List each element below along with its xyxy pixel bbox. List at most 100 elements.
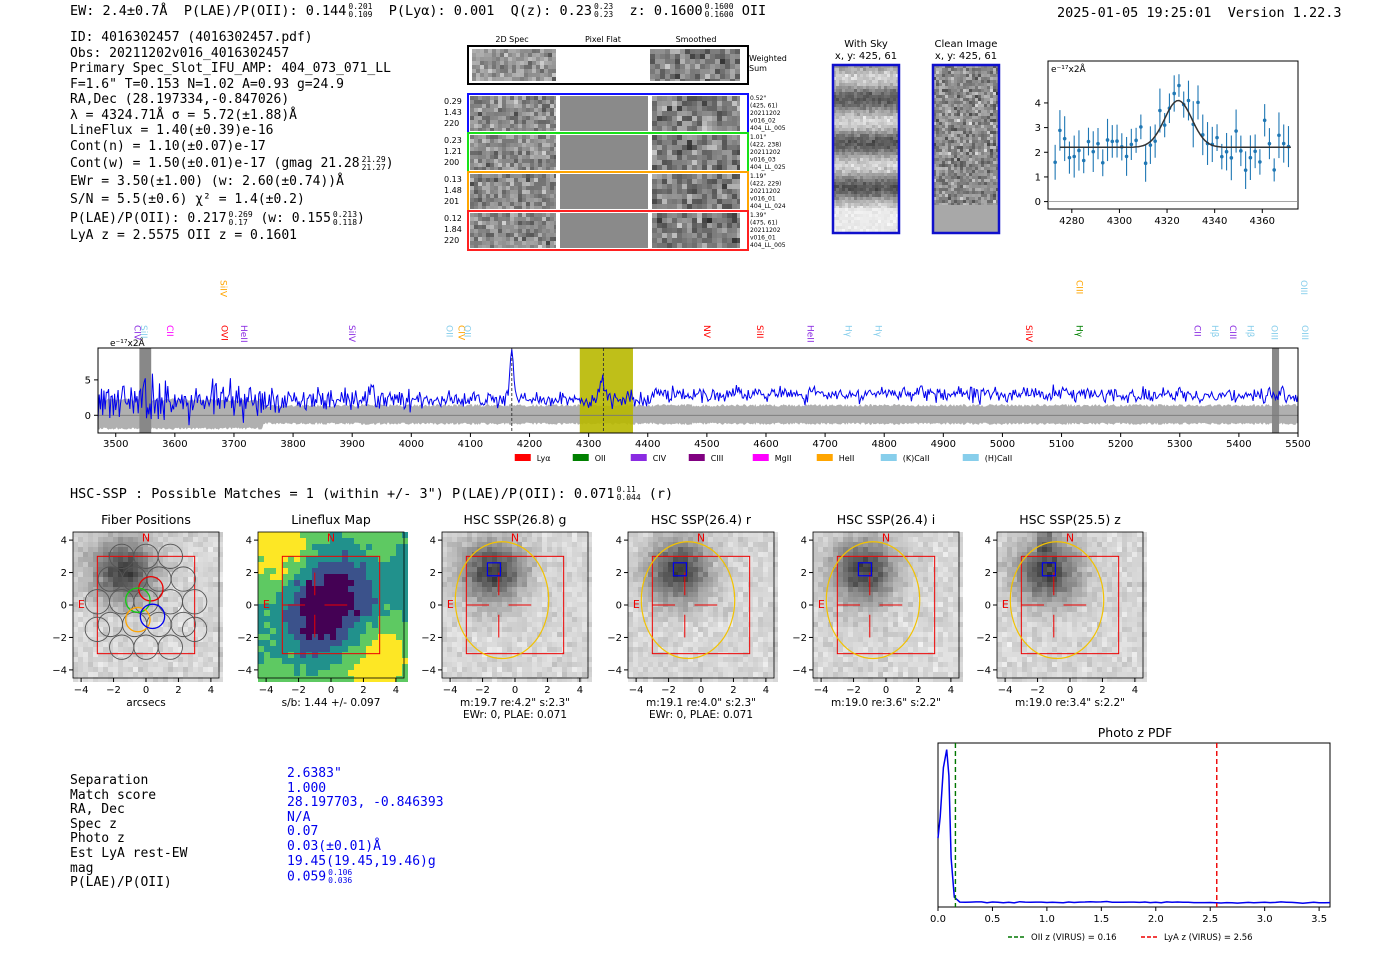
fiber-smooth-pixel <box>702 155 707 160</box>
fiber-2d-pixel <box>522 198 526 202</box>
fiber-smooth-pixel <box>702 189 707 194</box>
fiber-2d-pixel <box>486 202 490 206</box>
clean-pixel <box>942 98 945 101</box>
sky-pixel <box>872 128 875 131</box>
fiber-smooth-pixel <box>697 199 702 204</box>
clean-pixel <box>981 170 984 173</box>
hsc-pixel <box>218 562 223 567</box>
hsc-pixel <box>183 587 188 592</box>
hsc-pixel <box>213 587 218 592</box>
sky-pixel <box>851 167 854 170</box>
hsc-pixel <box>98 622 103 627</box>
sky-pixel <box>869 211 872 214</box>
fiber-smooth-pixel <box>652 96 657 101</box>
fiber-2d-pixel <box>470 112 474 116</box>
fiber-smooth-pixel <box>672 184 677 189</box>
fiber-2d-pixel <box>498 120 502 124</box>
sky-pixel <box>860 71 863 74</box>
sky-pixel <box>836 119 839 122</box>
clean-pixel <box>975 152 978 155</box>
fiber-smooth-pixel <box>662 126 667 131</box>
fiber-2d-pixel <box>486 237 490 241</box>
clean-pixel <box>978 101 981 104</box>
fiber-2d-pixel <box>486 241 490 245</box>
fiber-smooth-pixel <box>737 228 740 233</box>
fiber-2d-pixel <box>534 167 538 170</box>
sky-pixel <box>836 170 839 173</box>
fiber-smooth-pixel <box>727 189 732 194</box>
fiber-2d-pixel <box>518 128 522 131</box>
fiber-2d-pixel <box>510 128 514 131</box>
zoom-point <box>1158 108 1162 113</box>
fiber-2d-pixel <box>470 159 474 163</box>
sky-pixel <box>848 113 851 116</box>
fiber-2d-pixel <box>534 206 538 209</box>
sky-pixel <box>863 220 866 223</box>
fiber-right-label: v016_01 <box>750 196 776 203</box>
line-label-group: OIII <box>1299 325 1309 340</box>
sky-pixel <box>878 122 881 125</box>
fiber-smooth-pixel <box>687 213 692 218</box>
sky-pixel <box>851 197 854 200</box>
clean-pixel <box>972 80 975 83</box>
sky-pixel <box>869 214 872 217</box>
fiber-2d-pixel <box>538 147 542 151</box>
clean-pixel <box>993 119 996 122</box>
sky-pixel <box>839 229 842 232</box>
sky-pixel <box>878 185 881 188</box>
weighted-2d-pixel <box>528 73 532 77</box>
fiber-smooth-pixel <box>672 116 677 121</box>
clean-pixel <box>975 200 978 203</box>
sky-pixel <box>860 220 863 223</box>
clean-pixel <box>969 182 972 185</box>
fiber-smooth-pixel <box>662 213 667 218</box>
sky-pixel <box>875 101 878 104</box>
fiber-2d-pixel <box>482 120 486 124</box>
fiber-2d-pixel <box>470 108 474 112</box>
sky-pixel <box>845 176 848 179</box>
weighted-smooth-pixel <box>665 59 670 64</box>
clean-pixel <box>969 134 972 137</box>
fiber-smooth-pixel <box>732 194 737 199</box>
hsc-pixel <box>213 652 218 657</box>
weighted-2d-pixel <box>532 53 536 57</box>
fiber-2d-pixel <box>502 206 506 209</box>
sky-pixel <box>833 122 836 125</box>
weighted-2d-pixel <box>516 77 520 81</box>
sky-pixel <box>869 98 872 101</box>
hsc-pixel <box>118 557 123 562</box>
sky-pixel <box>857 86 860 89</box>
line-label: CIV <box>132 325 142 341</box>
clean-pixel <box>954 104 957 107</box>
fiber-smooth-pixel <box>717 228 722 233</box>
clean-pixel <box>987 194 990 197</box>
sky-pixel <box>896 158 899 161</box>
fiber-smooth-pixel <box>717 155 722 160</box>
fiber-smooth-pixel <box>697 194 702 199</box>
clean-pixel <box>960 155 963 158</box>
clean-pixel <box>933 146 936 149</box>
clean-pixel <box>936 143 939 146</box>
sky-pixel <box>884 146 887 149</box>
fiber-right-label: 404_LL_005 <box>750 242 786 249</box>
hsc-pixel <box>163 577 168 582</box>
clean-pixel <box>966 143 969 146</box>
hsc-pixel <box>88 562 93 567</box>
fiber-2d-pixel <box>530 159 534 163</box>
fiber-2d-pixel <box>526 100 530 104</box>
fiber-2d-pixel <box>478 221 482 225</box>
fiber-2d-pixel <box>538 143 542 147</box>
clean-pixel <box>975 185 978 188</box>
fiber-smooth-pixel <box>652 155 657 160</box>
sky-pixel <box>890 107 893 110</box>
fiber-2d-pixel <box>522 241 526 245</box>
fiber-2d-pixel <box>550 190 554 194</box>
contw-lo: 21.27 <box>361 162 386 172</box>
sky-pixel <box>860 185 863 188</box>
fiber-smooth-pixel <box>727 96 732 101</box>
fiber-smooth-pixel <box>702 121 707 126</box>
clean-pixel <box>978 83 981 86</box>
sky-pixel <box>884 226 887 229</box>
clean-pixel <box>960 161 963 164</box>
fiber-smooth-pixel <box>657 233 662 238</box>
